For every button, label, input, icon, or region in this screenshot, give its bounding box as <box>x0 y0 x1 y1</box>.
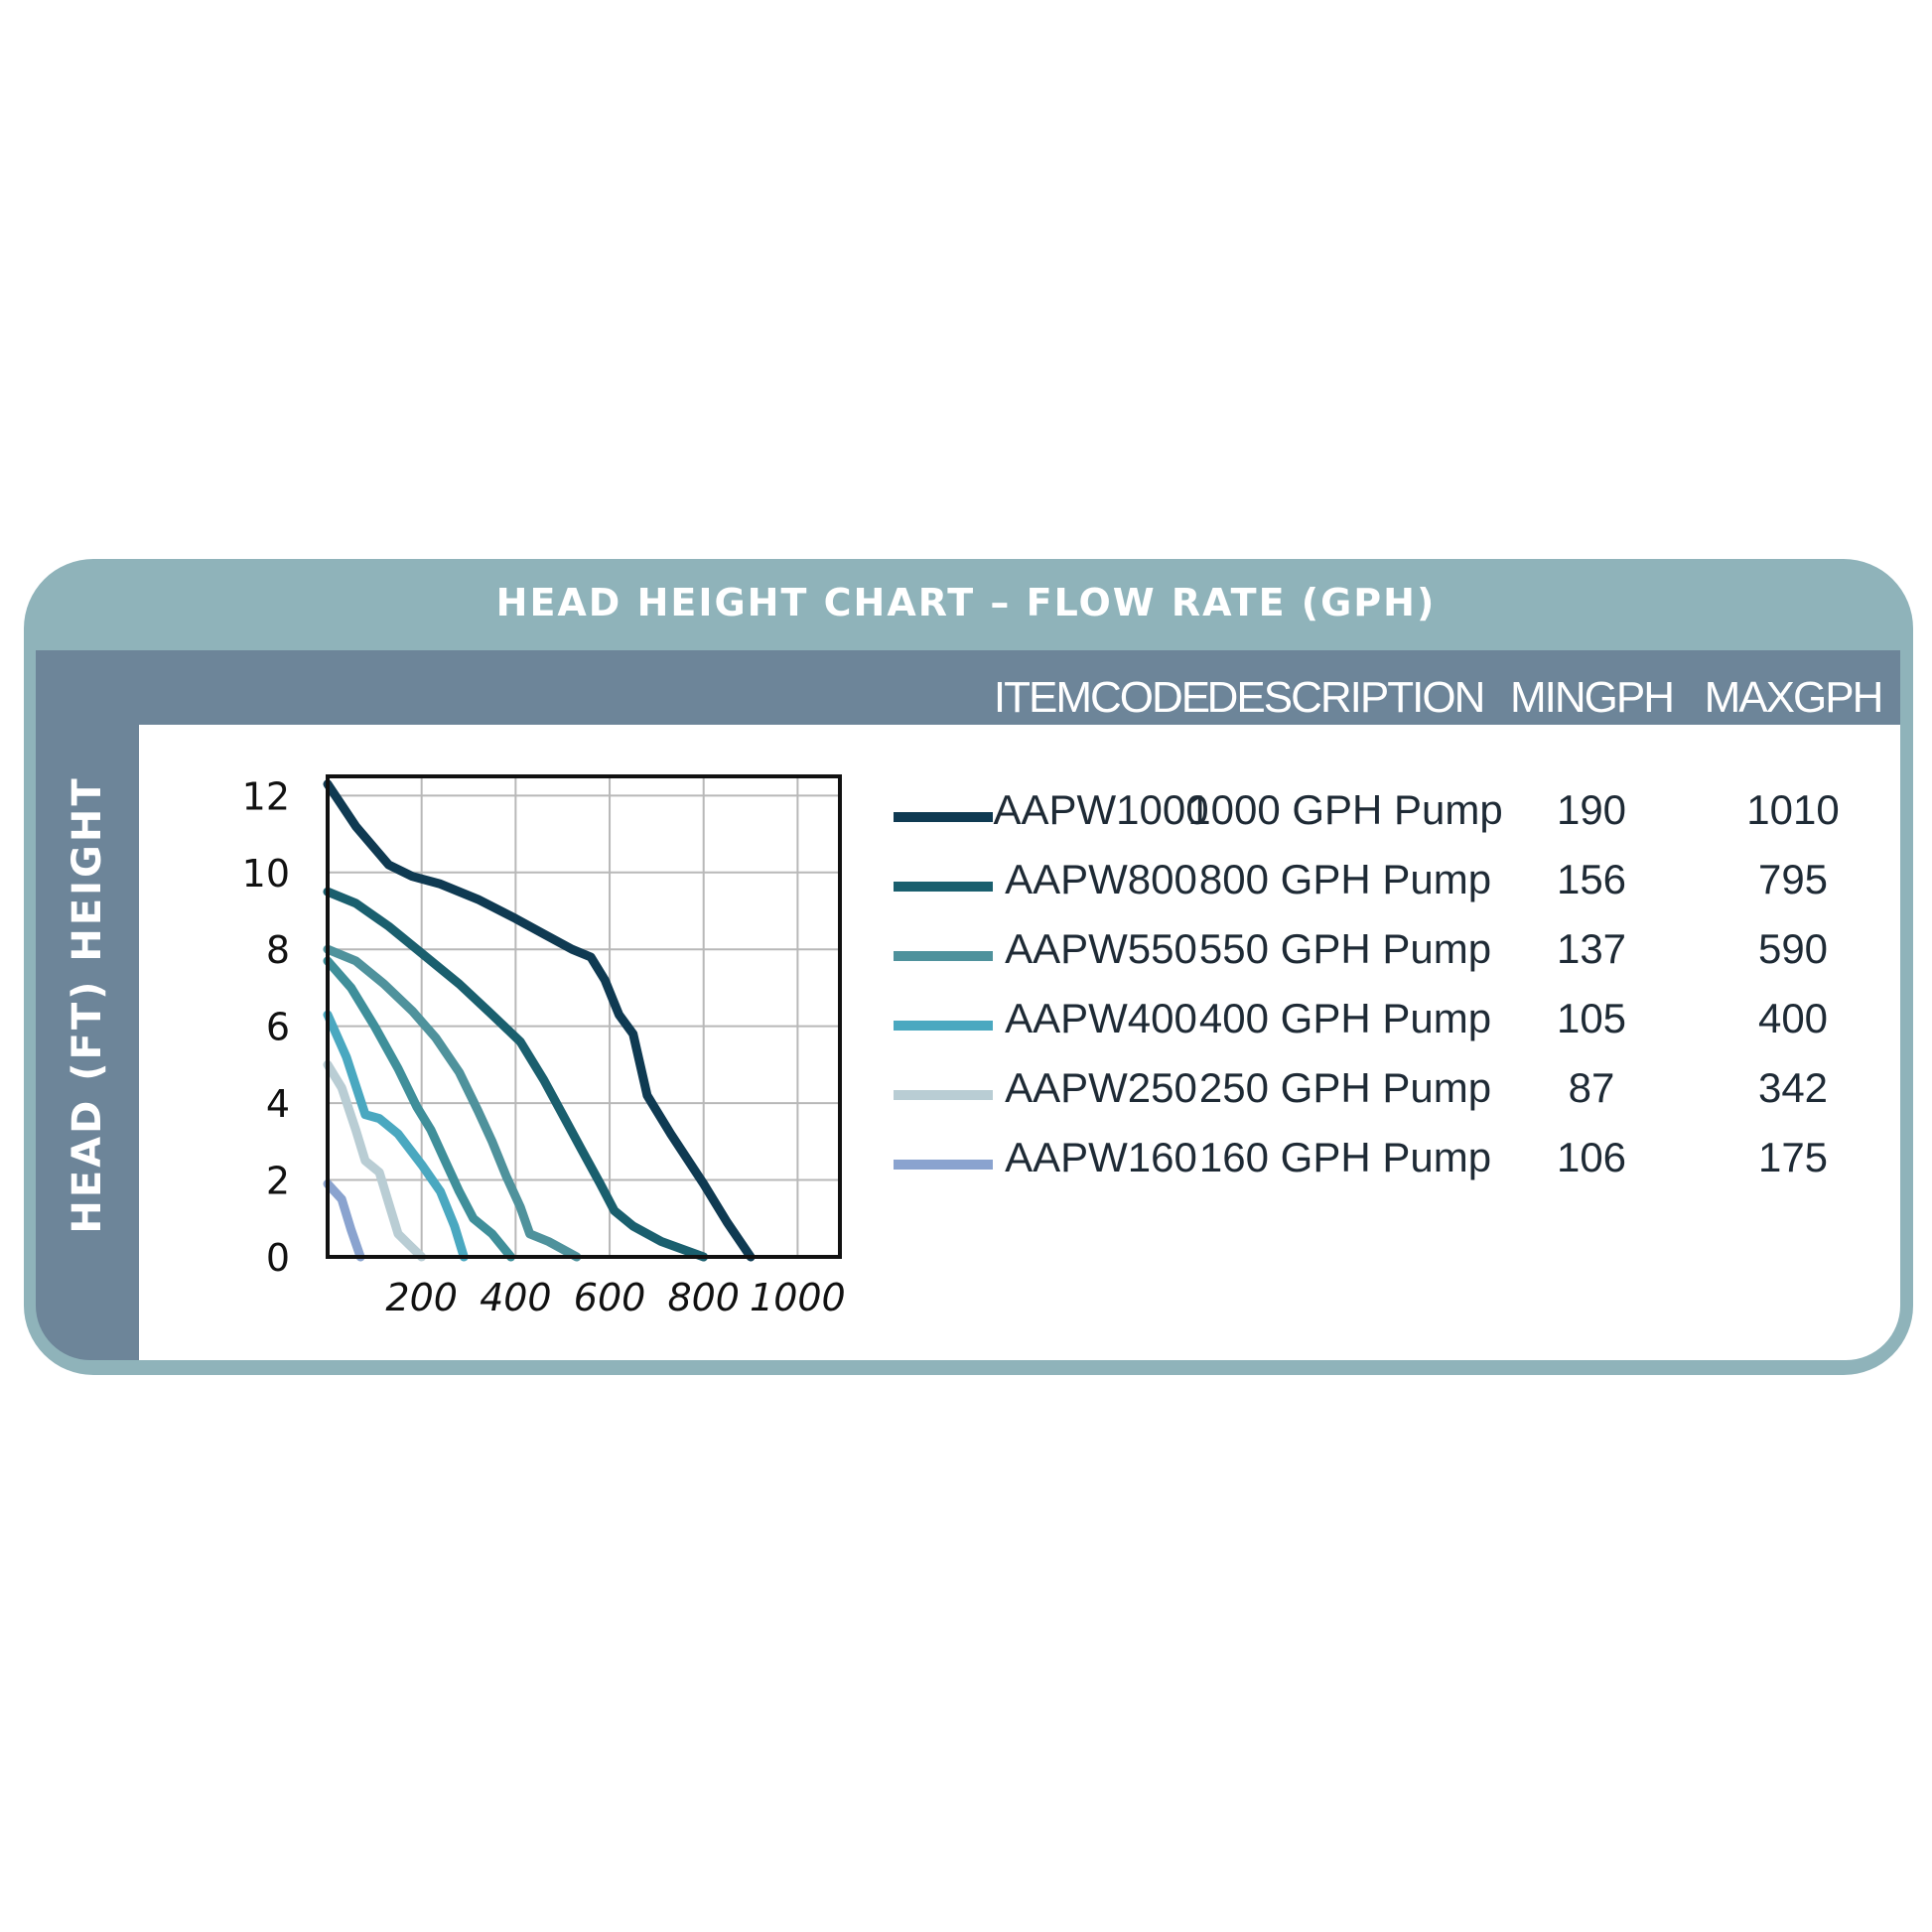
item-min-gph: 106 <box>1556 1134 1627 1180</box>
legend-row-aapw800: AAPW800 800 GPH Pump 156 795 <box>894 856 1886 915</box>
legend-swatch <box>894 951 993 961</box>
x-tick-label: 200 <box>385 1276 458 1319</box>
legend-swatch <box>894 882 993 892</box>
item-min-gph: 137 <box>1556 925 1627 972</box>
item-max-gph: 342 <box>1757 1064 1829 1111</box>
item-max-gph: 1010 <box>1746 786 1840 833</box>
x-tick-label: 1000 <box>750 1276 846 1319</box>
item-description: 800 GPH Pump <box>1198 856 1492 902</box>
legend-row-aapw160: AAPW160 160 GPH Pump 106 175 <box>894 1134 1886 1193</box>
series-line-aapw550 <box>323 944 582 1262</box>
item-code: AAPW400 <box>1005 995 1197 1041</box>
item-code: AAPW250 <box>1005 1064 1197 1111</box>
legend-swatch <box>894 1021 993 1031</box>
item-min-gph: 156 <box>1556 856 1627 902</box>
header-maxgph: MAXGPH <box>1704 673 1884 722</box>
y-tick-label: 10 <box>242 852 290 896</box>
legend-row-aapw550: AAPW550 550 GPH Pump 137 590 <box>894 925 1886 985</box>
item-description: 1000 GPH Pump <box>1187 786 1503 833</box>
item-description: 160 GPH Pump <box>1198 1134 1492 1180</box>
header-description: DESCRIPTION <box>1206 673 1486 722</box>
item-description: 400 GPH Pump <box>1198 995 1492 1041</box>
legend-row-aapw400: AAPW400 400 GPH Pump 105 400 <box>894 995 1886 1054</box>
series-line-aapw160 <box>323 1178 365 1262</box>
series-line-aapw400-light <box>323 1010 469 1262</box>
item-code: AAPW550 <box>1005 925 1197 972</box>
header-mingph: MINGPH <box>1510 673 1675 722</box>
legend-swatch <box>894 812 993 822</box>
item-code: AAPW160 <box>1005 1134 1197 1180</box>
series-line-aapw400 <box>323 956 516 1262</box>
item-min-gph: 105 <box>1556 995 1627 1041</box>
item-description: 550 GPH Pump <box>1198 925 1492 972</box>
chart-panel <box>139 725 1900 1360</box>
y-tick-label: 0 <box>266 1236 290 1280</box>
y-tick-label: 2 <box>266 1160 290 1203</box>
legend-swatch <box>894 1160 993 1170</box>
y-label-band <box>36 650 139 1360</box>
y-tick-label: 6 <box>266 1006 290 1049</box>
item-code: AAPW1000 <box>993 786 1209 833</box>
series-line-aapw1000 <box>323 779 756 1262</box>
legend-row-aapw250: AAPW250 250 GPH Pump 87 342 <box>894 1064 1886 1124</box>
item-code: AAPW800 <box>1005 856 1197 902</box>
header-itemcode: ITEMCODE <box>993 673 1210 722</box>
series-line-aapw250 <box>323 1059 427 1262</box>
x-tick-label: 800 <box>667 1276 740 1319</box>
y-tick-label: 12 <box>242 774 290 818</box>
y-tick-label: 4 <box>266 1082 290 1126</box>
chart-title: HEAD HEIGHT CHART – FLOW RATE (GPH) <box>495 581 1437 624</box>
legend-row-aapw1000: AAPW1000 1000 GPH Pump 190 1010 <box>894 786 1886 846</box>
series-line-aapw800 <box>323 887 709 1262</box>
item-description: 250 GPH Pump <box>1198 1064 1492 1111</box>
legend-swatch <box>894 1090 993 1100</box>
x-tick-label: 400 <box>480 1276 552 1319</box>
plot-frame <box>326 774 842 1259</box>
item-min-gph: 87 <box>1568 1064 1615 1111</box>
x-tick-label: 600 <box>574 1276 646 1319</box>
y-tick-label: 8 <box>266 928 290 972</box>
item-max-gph: 175 <box>1757 1134 1829 1180</box>
item-max-gph: 590 <box>1757 925 1829 972</box>
table-header-band <box>36 650 1900 725</box>
item-max-gph: 795 <box>1757 856 1829 902</box>
item-min-gph: 190 <box>1556 786 1627 833</box>
item-max-gph: 400 <box>1757 995 1829 1041</box>
